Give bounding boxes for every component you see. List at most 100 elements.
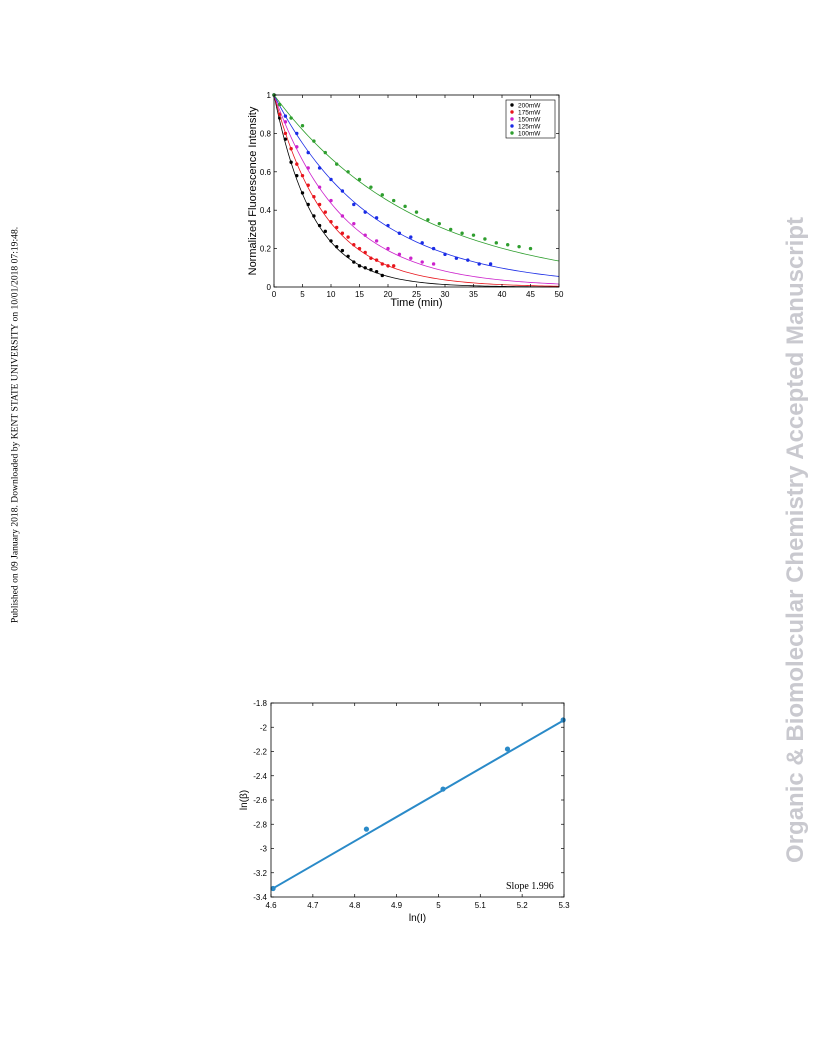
chart1-point-125mW [420, 241, 424, 245]
chart1-point-100mW [437, 221, 441, 226]
chart1-y-tick-label: 0 [267, 283, 272, 292]
chart1-x-tick-label: 25 [412, 290, 421, 299]
chart1-y-tick-label: 0.8 [260, 129, 272, 138]
chart1-point-200mW [369, 268, 373, 272]
chart1-x-tick-label: 20 [384, 290, 393, 299]
chart1-x-axis-label: Time (min) [390, 297, 442, 309]
chart1-point-200mW [352, 260, 356, 264]
chart1-point-150mW [431, 262, 436, 266]
chart1-y-tick-label: 0.4 [260, 206, 272, 215]
chart2-x-tick-label: 4.7 [307, 901, 319, 910]
journal-watermark: Organic & Biomolecular Chemistry Accepte… [776, 0, 816, 1056]
chart1-point-200mW [363, 266, 367, 270]
chart1-x-tick-label: 0 [272, 290, 277, 299]
chart2-y-tick-label: -2.4 [253, 772, 267, 781]
chart2-y-tick-label: -2 [260, 723, 268, 732]
chart2-fit-line [272, 719, 565, 890]
chart1-point-100mW [380, 193, 384, 197]
chart1-x-tick-label: 40 [498, 290, 507, 299]
chart1-y-tick-label: 0.2 [260, 245, 272, 254]
chart2-y-axis-label: ln(β) [239, 790, 250, 810]
chart2-x-tick-label: 5.2 [517, 901, 529, 910]
chart2-x-tick-label: 4.6 [265, 901, 277, 910]
chart1-point-175mW [306, 183, 310, 187]
fluorescence-decay-chart: 0 5 10 15 20 25 30 35 40 45 50 0 0.2 0.4 0.6 0.8 1 200mW… [247, 91, 564, 309]
chart1-legend-marker-100mW [510, 131, 514, 135]
chart1-point-150mW [352, 221, 356, 226]
chart1-point-100mW [517, 244, 521, 249]
chart1-legend-label: 150mW [518, 116, 541, 123]
chart1-point-150mW [386, 246, 390, 251]
chart1-point-175mW [352, 243, 356, 247]
chart1-point-200mW [340, 248, 345, 253]
log-log-fit-chart: 4.6 4.7 4.8 4.9 5 5.1 5.2 5.3 -3.4 -3.2 -3 -2.8 -2.6… [239, 699, 570, 924]
chart1-point-125mW [352, 202, 356, 207]
chart1-point-100mW [369, 185, 373, 189]
chart2-point [270, 885, 276, 892]
chart1-point-175mW [312, 195, 316, 199]
chart1-point-175mW [363, 250, 367, 255]
chart1-point-200mW [283, 137, 288, 141]
chart1-point-150mW [363, 233, 367, 237]
chart1-point-150mW [283, 120, 288, 124]
chart1-fit-curve-150mW [273, 94, 560, 285]
chart1-point-175mW [374, 258, 379, 262]
chart1-axes: 0 5 10 15 20 25 30 35 40 45 50 0 0.2 0.4 0.6 0.8 1 [260, 91, 564, 299]
chart1-x-tick-label: 5 [300, 290, 305, 299]
chart1-point-200mW [300, 191, 305, 195]
chart1-point-175mW [300, 173, 305, 178]
chart1-legend-box [505, 99, 556, 139]
chart2-axes: 4.6 4.7 4.8 4.9 5 5.1 5.2 5.3 -3.4 -3.2 -3 -2.8 -2.6… [253, 699, 570, 910]
chart1-y-axis-label: Normalized Fluorescence Intensity [247, 106, 259, 275]
chart1-point-100mW [414, 210, 419, 214]
chart1-point-125mW [397, 231, 402, 235]
chart1-x-tick-label: 45 [526, 290, 535, 299]
chart2-x-tick-label: 5 [436, 901, 441, 910]
chart1-point-100mW [494, 241, 498, 245]
chart1-point-200mW [380, 273, 384, 278]
chart1-x-tick-label: 35 [469, 290, 478, 299]
chart1-point-100mW [471, 233, 476, 237]
chart1-point-100mW [460, 231, 464, 235]
chart1-point-100mW [323, 150, 327, 155]
chart1-legend-label: 200mW [518, 102, 541, 109]
chart1-legend-marker-150mW [510, 117, 514, 121]
chart1-point-125mW [386, 223, 390, 228]
chart1-x-tick-label: 30 [441, 290, 450, 299]
chart1-point-100mW [483, 237, 487, 241]
chart2-point [504, 746, 511, 752]
chart1-point-150mW [374, 239, 379, 243]
chart1-point-200mW [312, 214, 316, 218]
chart2-y-tick-label: -3.2 [253, 869, 267, 878]
chart1-legend-label: 175mW [518, 109, 541, 116]
chart1-point-200mW [335, 244, 339, 249]
chart1-point-175mW [335, 225, 339, 230]
chart2-point [560, 717, 566, 723]
chart1-point-100mW [289, 116, 293, 120]
chart1-point-125mW [340, 189, 345, 193]
chart1-fit-curve-100mW [273, 94, 560, 262]
publication-note-text: Published on 09 January 2018. Downloaded… [9, 226, 21, 624]
chart1-point-200mW [346, 254, 350, 258]
chart2-point [363, 826, 370, 832]
chart1-point-175mW [369, 256, 373, 260]
chart1-point-175mW [323, 210, 327, 214]
chart1-point-200mW [289, 160, 293, 164]
chart1-legend-marker-200mW [510, 103, 514, 107]
chart1-point-100mW [278, 102, 282, 107]
chart1-point-175mW [340, 231, 345, 235]
chart1-point-175mW [346, 235, 350, 239]
chart1-point-175mW [289, 147, 293, 151]
chart1-fit-curve-125mW [273, 94, 560, 277]
chart1-point-100mW [312, 139, 316, 143]
chart1-point-125mW [295, 131, 299, 136]
chart1-point-200mW [374, 269, 379, 274]
chart1-y-tick-label: 0.6 [260, 168, 272, 177]
chart1-point-100mW [300, 124, 305, 128]
chart1-point-150mW [329, 198, 333, 203]
chart2-y-tick-label: -1.8 [253, 699, 267, 708]
chart2-y-tick-label: -2.2 [253, 748, 267, 757]
chart1-point-125mW [443, 252, 447, 257]
chart1-point-200mW [329, 239, 333, 243]
chart1-fit-curve-175mW [273, 94, 560, 287]
